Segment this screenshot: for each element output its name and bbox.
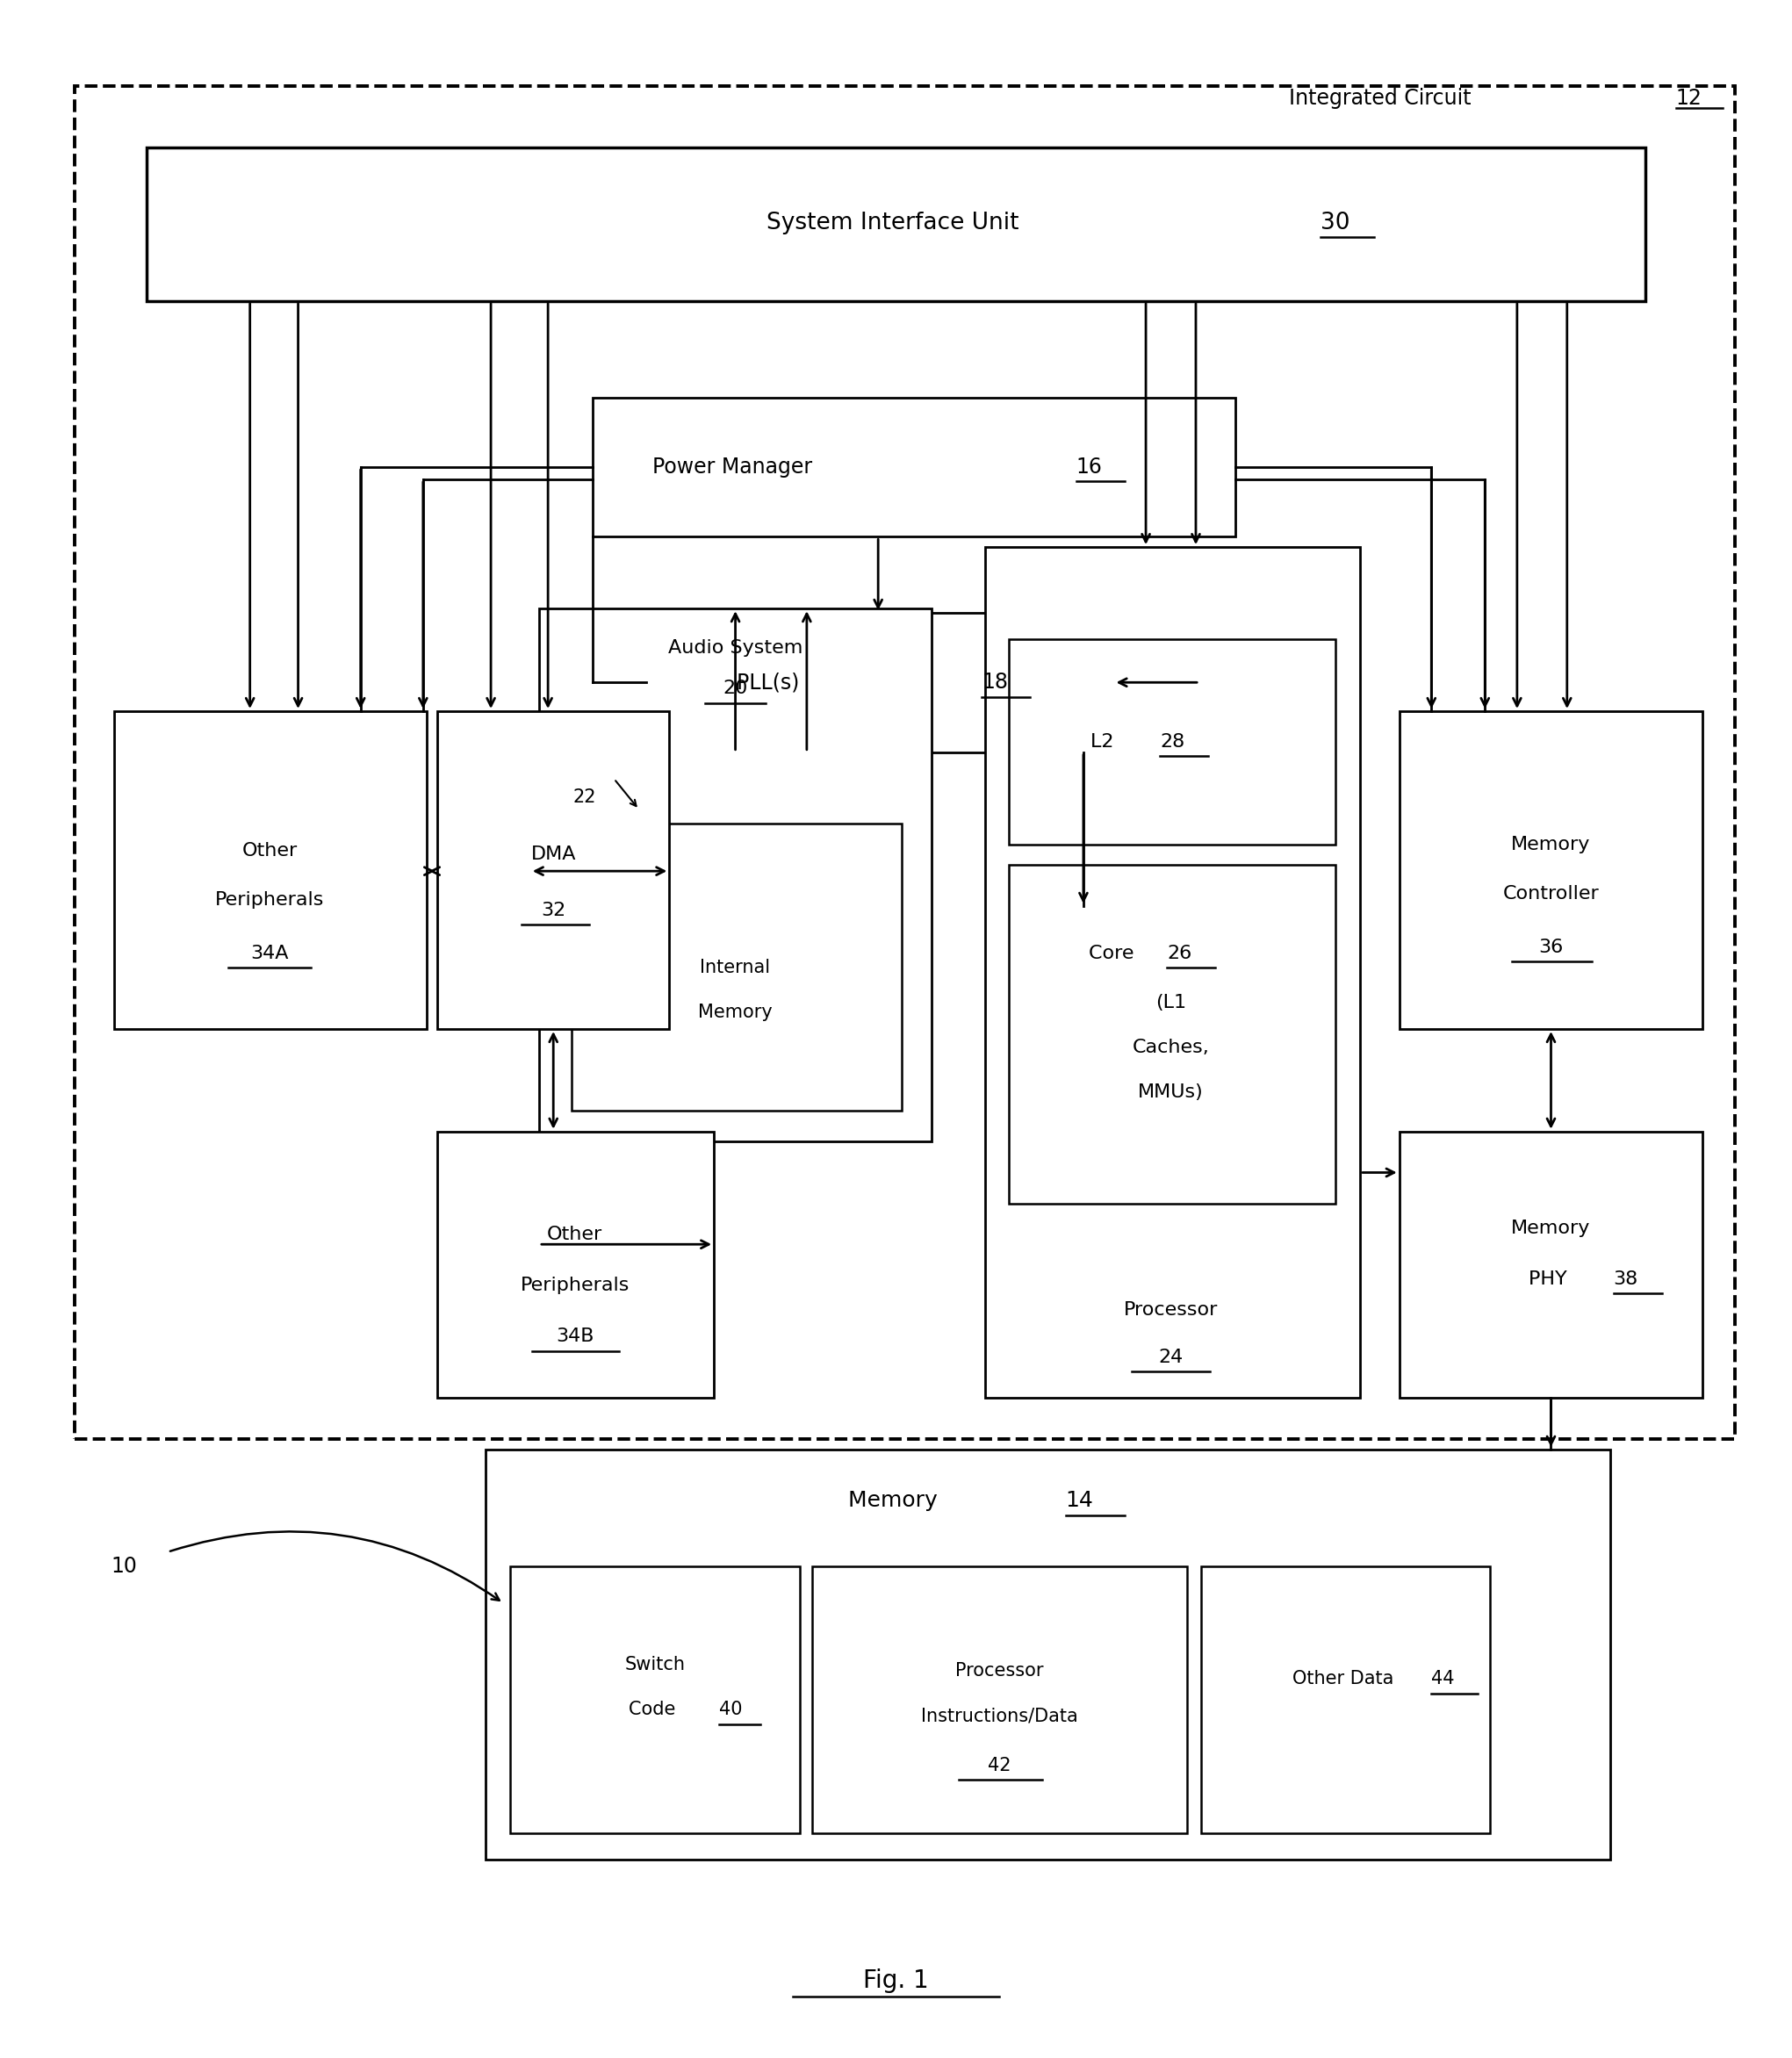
Text: Processor: Processor <box>955 1663 1043 1679</box>
Bar <box>812 1566 1186 1834</box>
Text: Other: Other <box>242 842 297 860</box>
Text: 14: 14 <box>1066 1490 1093 1511</box>
Text: (L1: (L1 <box>1156 994 1186 1010</box>
Bar <box>115 712 426 1029</box>
Text: Core: Core <box>1090 945 1140 961</box>
Text: 24: 24 <box>1158 1348 1183 1367</box>
Text: Other: Other <box>547 1225 602 1243</box>
Text: 38: 38 <box>1613 1270 1638 1288</box>
Text: Audio System: Audio System <box>668 638 803 657</box>
Text: Internal: Internal <box>701 959 771 975</box>
Text: Memory: Memory <box>1511 836 1591 854</box>
Text: 22: 22 <box>573 788 597 807</box>
Text: 20: 20 <box>722 679 747 698</box>
Text: 42: 42 <box>987 1755 1011 1774</box>
Text: Power Manager: Power Manager <box>652 457 819 477</box>
Text: 10: 10 <box>111 1556 136 1576</box>
Text: Caches,: Caches, <box>1133 1039 1210 1056</box>
Text: Peripherals: Peripherals <box>215 891 324 908</box>
Text: DMA: DMA <box>530 846 575 864</box>
Text: Integrated Circuit: Integrated Circuit <box>1288 86 1478 109</box>
Text: PHY: PHY <box>1529 1270 1573 1288</box>
Bar <box>647 613 1111 751</box>
Text: 40: 40 <box>719 1702 742 1718</box>
Text: 32: 32 <box>541 901 566 918</box>
Bar <box>593 397 1235 537</box>
Bar <box>572 823 901 1111</box>
Text: Memory: Memory <box>699 1004 772 1021</box>
Bar <box>1009 864 1335 1204</box>
Text: Other Data: Other Data <box>1292 1671 1400 1688</box>
Bar <box>986 547 1360 1397</box>
Bar <box>511 1566 799 1834</box>
Text: System Interface Unit: System Interface Unit <box>767 212 1025 235</box>
Text: 36: 36 <box>1539 938 1563 955</box>
Bar <box>1400 1132 1702 1397</box>
Bar <box>1400 712 1702 1029</box>
Text: 34A: 34A <box>251 945 289 961</box>
Bar <box>75 86 1735 1439</box>
Text: Code: Code <box>629 1702 681 1718</box>
Bar <box>147 148 1645 300</box>
Bar <box>437 1132 713 1397</box>
Bar <box>437 712 670 1029</box>
Bar <box>1201 1566 1491 1834</box>
Text: 34B: 34B <box>556 1327 593 1346</box>
Text: 30: 30 <box>1321 212 1349 235</box>
Text: Switch: Switch <box>625 1657 685 1673</box>
Text: Fig. 1: Fig. 1 <box>864 1967 928 1992</box>
Text: Peripherals: Peripherals <box>520 1276 629 1294</box>
Text: PLL(s): PLL(s) <box>737 671 806 694</box>
Text: Memory: Memory <box>848 1490 944 1511</box>
Text: 26: 26 <box>1167 945 1192 961</box>
Text: L2: L2 <box>1090 733 1120 751</box>
Text: MMUs): MMUs) <box>1138 1085 1204 1101</box>
Bar <box>486 1449 1609 1860</box>
Text: 44: 44 <box>1432 1671 1455 1688</box>
Text: 16: 16 <box>1077 457 1102 477</box>
Bar <box>1009 640 1335 844</box>
Text: Instructions/Data: Instructions/Data <box>921 1708 1079 1725</box>
Text: Processor: Processor <box>1124 1301 1219 1319</box>
Bar <box>539 609 932 1142</box>
Text: Memory: Memory <box>1511 1218 1591 1237</box>
Text: 28: 28 <box>1159 733 1185 751</box>
Text: 12: 12 <box>1676 86 1702 109</box>
Text: 18: 18 <box>982 671 1009 694</box>
Text: Controller: Controller <box>1503 885 1598 903</box>
